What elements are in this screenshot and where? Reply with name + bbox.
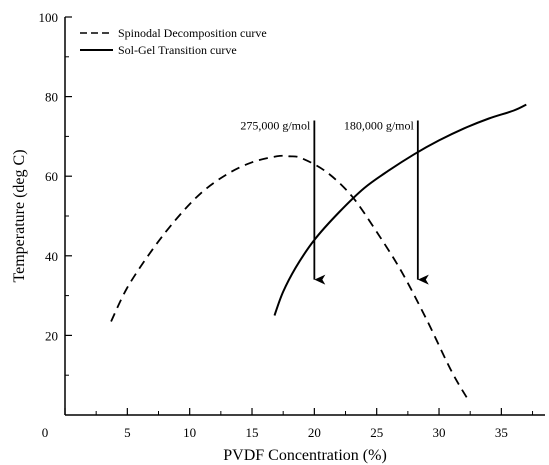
- x-tick-label-1: 5: [124, 425, 131, 440]
- y-tick-label-0: 20: [45, 328, 58, 343]
- y-tick-label-1: 40: [45, 249, 58, 264]
- x-tick-label-6: 30: [433, 425, 446, 440]
- series-line-solgel: [273, 103, 527, 316]
- legend: Spinodal Decomposition curve Sol-Gel Tra…: [80, 26, 267, 57]
- x-tick-label-7: 35: [495, 425, 508, 440]
- ticks-layer: 5 10 15 20 25 30 35 20 40 60 80 100 0: [39, 10, 534, 440]
- annotation-layer: 275,000 g/mol 180,000 g/mol: [240, 118, 429, 285]
- y-tick-label-3: 80: [45, 90, 58, 105]
- series-layer: [110, 103, 527, 400]
- x-tick-label-4: 20: [308, 425, 321, 440]
- x-tick-label-2: 10: [183, 425, 196, 440]
- y-tick-label-4: 100: [39, 10, 59, 25]
- legend-label-spinodal: Spinodal Decomposition curve: [118, 26, 267, 40]
- annotation-label-1: 180,000 g/mol: [344, 118, 415, 132]
- y-axis-title: Temperature (deg C): [11, 149, 28, 282]
- plot-frame: [64, 17, 545, 416]
- series-line-spinodal: [110, 154, 469, 400]
- annotation-label-0: 275,000 g/mol: [240, 118, 311, 132]
- x-tick-label-3: 15: [246, 425, 259, 440]
- origin-label: 0: [42, 425, 49, 440]
- y-tick-label-2: 60: [45, 169, 58, 184]
- x-axis-title: PVDF Concentration (%): [223, 447, 387, 464]
- legend-label-solgel: Sol-Gel Transition curve: [118, 43, 237, 57]
- x-tick-label-5: 25: [370, 425, 383, 440]
